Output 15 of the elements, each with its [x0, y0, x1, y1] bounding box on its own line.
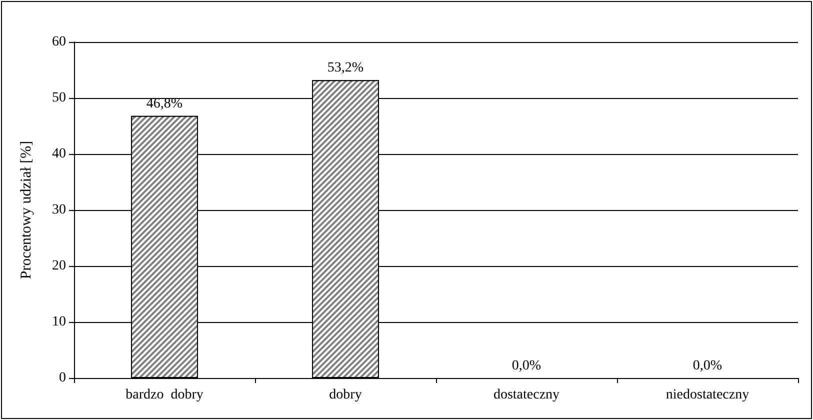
data-label: 53,2% — [327, 60, 364, 76]
y-tick-label: 30 — [52, 202, 66, 218]
y-axis-title: Procentowy udział [%] — [18, 140, 34, 280]
y-tick-label: 10 — [52, 314, 66, 330]
data-label: 0,0% — [512, 358, 542, 374]
x-tick-label: niedostateczny — [666, 388, 750, 402]
x-tick-label: dostateczny — [493, 388, 560, 402]
x-tick-label: dobry — [329, 388, 362, 402]
y-tick-label: 50 — [52, 90, 66, 106]
y-tick-label: 40 — [52, 146, 66, 162]
y-tick-label: 20 — [52, 258, 66, 274]
y-tick-label: 60 — [52, 34, 66, 50]
x-tick-label: bardzo dobry — [126, 388, 204, 402]
data-label: 0,0% — [692, 358, 722, 374]
y-tick-label: 0 — [59, 370, 66, 386]
